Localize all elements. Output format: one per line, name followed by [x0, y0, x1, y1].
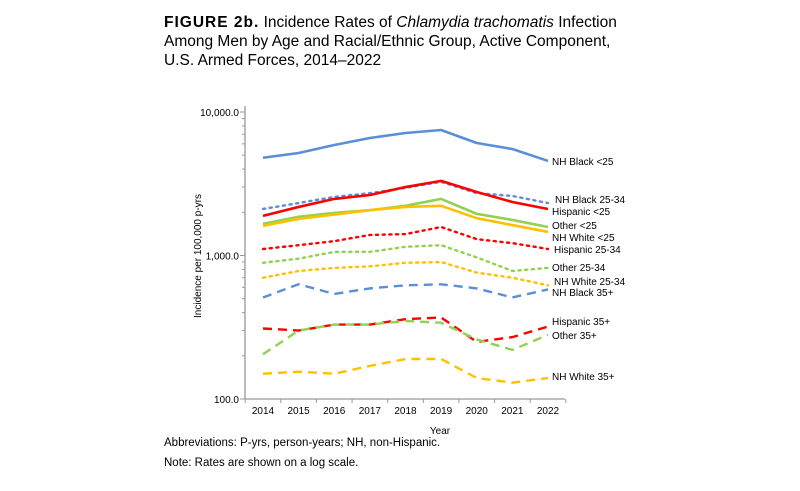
- x-tick-label: 2016: [323, 406, 346, 417]
- x-tick-label: 2018: [394, 406, 417, 417]
- series-line-nh-white-25-34: [261, 260, 550, 287]
- series-line-other-35-: [262, 319, 549, 356]
- series-line-hispanic-35-: [262, 316, 549, 344]
- y-axis-label: Incidence per 100,000 p-yrs: [193, 194, 204, 318]
- series-label: NH White 35+: [552, 372, 615, 383]
- y-tick-label: 10,000.0: [200, 108, 239, 119]
- y-tick-label: 1,000.0: [206, 252, 240, 263]
- figure-number: FIGURE 2b.: [164, 14, 260, 31]
- series-line-nh-black-25: [262, 128, 549, 163]
- figure-title: FIGURE 2b. Incidence Rates of Chlamydia …: [164, 13, 644, 70]
- series-line-other-25-34: [261, 243, 550, 273]
- series-label: NH White 25-34: [554, 277, 626, 288]
- x-tick-label: 2015: [288, 406, 311, 417]
- series-line-nh-white-25: [262, 204, 549, 234]
- x-tick-label: 2022: [537, 406, 560, 417]
- x-tick-label: 2019: [430, 406, 453, 417]
- title-text-end: Infection Among Men by Age and Racial/Et…: [164, 14, 617, 69]
- x-axis-label: Year: [430, 426, 451, 437]
- series-label: Hispanic 35+: [552, 317, 610, 328]
- title-italic: Chlamydia trachomatis: [396, 14, 554, 31]
- series-label: Hispanic 25-34: [554, 245, 621, 256]
- x-tick-label: 2021: [501, 406, 524, 417]
- series-line-nh-white-35-: [262, 357, 549, 384]
- title-text: Incidence Rates of: [259, 14, 397, 31]
- series-line-hispanic-25: [262, 179, 549, 218]
- log-scale-note: Note: Rates are shown on a log scale.: [164, 457, 359, 469]
- series-label: NH Black <25: [552, 157, 614, 168]
- series-label: Hispanic <25: [552, 207, 611, 218]
- series-label: NH Black 35+: [552, 288, 614, 299]
- series-line-nh-black-35-: [262, 283, 549, 299]
- series-label: Other 35+: [552, 331, 597, 342]
- series-label: NH Black 25-34: [555, 195, 625, 206]
- series-label: Other <25: [552, 221, 597, 232]
- x-tick-label: 2020: [466, 406, 489, 417]
- series-label: Other 25-34: [552, 263, 606, 274]
- y-tick-label: 100.0: [214, 395, 239, 406]
- series-line-hispanic-25-34: [261, 225, 550, 251]
- x-tick-label: 2014: [252, 406, 275, 417]
- abbreviations-note: Abbreviations: P-yrs, person-years; NH, …: [164, 437, 441, 449]
- series-label: NH White <25: [552, 233, 615, 244]
- x-tick-label: 2017: [359, 406, 382, 417]
